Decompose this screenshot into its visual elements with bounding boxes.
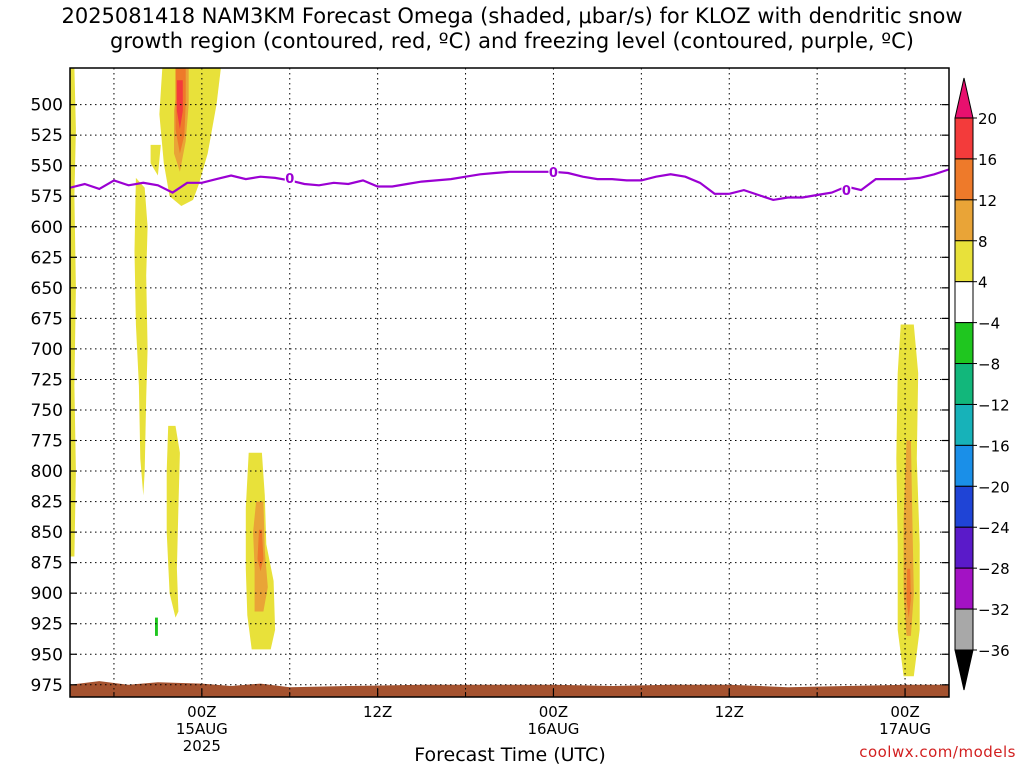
- site-credit[interactable]: coolwx.com/models: [859, 743, 1016, 761]
- xtick-label-12-0: 12Z: [363, 703, 392, 721]
- axes-layer: 500 525 550 575 600 625 650 675 700 725 750 775 800 8…: [31, 96, 949, 755]
- colorbar-label-6: −8: [978, 356, 1000, 374]
- colorbar-box-3: [954, 240, 974, 283]
- ytick-label-975: 975: [31, 676, 63, 696]
- colorbar-box-9: [954, 485, 974, 528]
- plot-frame: [69, 67, 950, 698]
- colorbar-box-1: [954, 158, 974, 201]
- ytick-label-775: 775: [31, 432, 63, 452]
- ytick-label-850: 850: [31, 523, 63, 543]
- colorbar-box-6: [954, 363, 974, 405]
- xtick-label-0-2: 2025: [183, 737, 221, 755]
- ytick-label-625: 625: [31, 248, 63, 268]
- xtick-label-48-1: 17AUG: [879, 720, 931, 738]
- omega-region-0: [159, 68, 221, 206]
- colorbar-label-1: 16: [978, 151, 997, 169]
- colorbar: 20 16 12 8 4 −4 −8 −12 −16 −20 −24 −28 −32 −36: [954, 77, 1010, 691]
- contour-layer: 0 0 0: [70, 164, 949, 202]
- omega-region-14: [906, 568, 911, 618]
- ytick-label-725: 725: [31, 370, 63, 390]
- ytick-label-800: 800: [31, 462, 63, 482]
- xtick-label-48-0: 00Z: [890, 703, 919, 721]
- x-axis-label: Forecast Time (UTC): [414, 744, 606, 766]
- colorbar-box-2: [954, 199, 974, 242]
- freezing-level-line: [70, 168, 949, 202]
- colorbar-box-10: [954, 526, 974, 569]
- chart-title-line-2: growth region (contoured, red, ºC) and f…: [110, 29, 914, 53]
- chart-title-line-1: 2025081418 NAM3KM Forecast Omega (shaded…: [61, 4, 963, 28]
- ytick-label-925: 925: [31, 615, 63, 635]
- omega-region-3: [176, 80, 183, 130]
- ytick-label-675: 675: [31, 309, 63, 329]
- freezing-label-2: 0: [842, 184, 851, 199]
- freezing-label-bg-0: [284, 170, 295, 185]
- colorbar-label-10: −24: [978, 519, 1010, 537]
- colorbar-label-4: 4: [978, 274, 988, 292]
- ytick-label-875: 875: [31, 554, 63, 574]
- xtick-label-0-1: 15AUG: [176, 720, 228, 738]
- colorbar-box-8: [954, 444, 974, 487]
- colorbar-top-arrow: [954, 77, 974, 119]
- ytick-label-600: 600: [31, 218, 63, 238]
- ytick-label-500: 500: [31, 96, 63, 116]
- ytick-label-825: 825: [31, 493, 63, 513]
- omega-region-7: [166, 425, 180, 618]
- colorbar-box-0: [954, 117, 974, 160]
- ytick-label-900: 900: [31, 584, 63, 604]
- colorbar-box-4: [954, 281, 974, 324]
- omega-region-6: [70, 68, 76, 557]
- freezing-label-1: 0: [549, 166, 558, 181]
- ytick-label-950: 950: [31, 645, 63, 665]
- colorbar-box-7: [954, 403, 974, 446]
- freezing-label-bg-1: [548, 164, 559, 179]
- omega-region-11: [155, 617, 158, 636]
- omega-region-10: [257, 529, 264, 572]
- colorbar-bottom-arrow: [954, 649, 974, 691]
- omega-region-5: [134, 177, 148, 496]
- freezing-label-0: 0: [285, 172, 294, 187]
- colorbar-label-2: 12: [978, 192, 997, 210]
- colorbar-label-7: −12: [978, 396, 1010, 414]
- colorbar-label-12: −32: [978, 601, 1010, 619]
- ytick-label-575: 575: [31, 187, 63, 207]
- colorbar-box-11: [954, 567, 974, 610]
- colorbar-label-8: −16: [978, 437, 1010, 455]
- chart-title: 2025081418 NAM3KM Forecast Omega (shaded…: [0, 4, 1024, 54]
- colorbar-label-3: 8: [978, 233, 988, 251]
- ytick-label-550: 550: [31, 157, 63, 177]
- xtick-label-24-1: 16AUG: [527, 720, 579, 738]
- ytick-label-650: 650: [31, 279, 63, 299]
- ytick-label-750: 750: [31, 401, 63, 421]
- colorbar-label-13: −36: [978, 642, 1010, 660]
- colorbar-box-12: [954, 608, 974, 651]
- xtick-label-0-0: 00Z: [187, 703, 216, 721]
- omega-shading-layer: [70, 68, 949, 697]
- omega-region-4: [150, 144, 161, 176]
- colorbar-box-5: [954, 322, 974, 365]
- colorbar-label-0: 20: [978, 110, 997, 128]
- xtick-label-36-0: 12Z: [715, 703, 744, 721]
- freezing-label-bg-2: [841, 183, 852, 198]
- colorbar-label-11: −28: [978, 560, 1010, 578]
- ytick-label-700: 700: [31, 340, 63, 360]
- ytick-label-525: 525: [31, 126, 63, 146]
- omega-region-13: [903, 440, 914, 636]
- xtick-label-24-0: 00Z: [539, 703, 568, 721]
- colorbar-label-5: −4: [978, 315, 1000, 333]
- colorbar-label-9: −20: [978, 478, 1010, 496]
